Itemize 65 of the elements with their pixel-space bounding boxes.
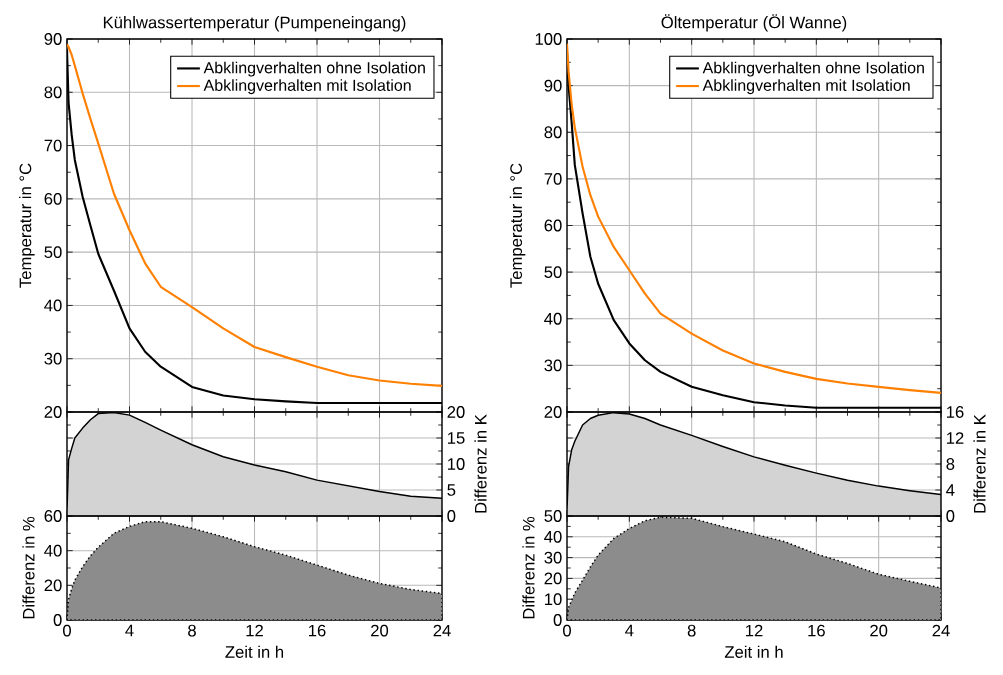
- x-tick-label: 24: [433, 624, 451, 637]
- chart-title: Öltemperatur (Öl Wanne): [661, 14, 847, 32]
- x-tick-label: 0: [63, 624, 71, 637]
- y-tick-label: 40: [44, 544, 62, 557]
- y-axis-title: Temperatur in °C: [19, 163, 35, 288]
- y-axis-title: Differenz in %: [522, 516, 535, 619]
- y-tick-label: 4: [946, 484, 955, 496]
- y-tick-label: 40: [544, 530, 562, 543]
- y-tick-label: 80: [44, 86, 62, 99]
- legend-label: Abklingverhalten mit Isolation: [203, 79, 411, 95]
- y-tick-label: 15: [447, 432, 465, 444]
- y-tick-label: 20: [544, 572, 562, 585]
- y-axis-title: Differenz in %: [22, 516, 35, 619]
- y-tick-label: 0: [553, 614, 562, 626]
- y-tick-label: 30: [544, 551, 562, 564]
- x-tick-label: 8: [188, 624, 196, 637]
- x-tick-label: 0: [563, 624, 571, 637]
- y-tick-label: 40: [44, 299, 62, 312]
- x-tick-label: 16: [309, 624, 326, 637]
- y-tick-label: 70: [544, 172, 562, 185]
- y-tick-label: 50: [544, 266, 562, 279]
- y-tick-label: 20: [44, 406, 62, 418]
- y-tick-label: 10: [447, 458, 465, 470]
- y-tick-label: 90: [44, 33, 62, 45]
- x-axis-title: Zeit in h: [225, 645, 284, 658]
- y-tick-label: 60: [44, 510, 62, 522]
- y-tick-label: 8: [946, 458, 955, 470]
- y-tick-label: 30: [44, 352, 62, 365]
- x-tick-label: 4: [625, 624, 634, 637]
- legend-label: Abklingverhalten ohne Isolation: [203, 61, 425, 77]
- y-tick-label: 12: [947, 432, 964, 444]
- y-tick-label: 10: [545, 593, 562, 606]
- y-axis-title: Temperatur in °C: [509, 163, 526, 288]
- y-tick-label: 0: [53, 614, 62, 626]
- y-axis-title: Differenz in K: [973, 414, 986, 513]
- legend-label: Abklingverhalten mit Isolation: [702, 79, 910, 95]
- y-tick-label: 100: [535, 33, 562, 45]
- y-tick-label: 20: [544, 406, 562, 418]
- x-tick-label: 12: [746, 624, 763, 637]
- y-tick-label: 80: [544, 126, 562, 139]
- x-tick-label: 12: [246, 624, 263, 637]
- x-axis-title: Zeit in h: [724, 645, 783, 658]
- chart-title: Kühlwassertemperatur (Pumpeneingang): [103, 16, 406, 32]
- y-tick-label: 20: [447, 406, 465, 418]
- y-tick-label: 0: [447, 510, 456, 522]
- y-tick-label: 30: [544, 359, 562, 372]
- y-tick-label: 50: [44, 246, 62, 259]
- y-axis-title: Differenz in K: [474, 414, 487, 513]
- y-tick-label: 40: [544, 312, 562, 325]
- y-tick-label: 90: [544, 79, 562, 92]
- y-tick-label: 5: [447, 484, 456, 496]
- x-tick-label: 20: [371, 624, 389, 637]
- x-tick-label: 4: [125, 624, 134, 637]
- y-tick-label: 60: [544, 219, 562, 232]
- y-tick-label: 20: [44, 579, 62, 592]
- y-tick-label: 16: [947, 406, 964, 418]
- y-tick-label: 70: [44, 139, 62, 152]
- legend-label: Abklingverhalten ohne Isolation: [702, 61, 924, 77]
- x-tick-label: 24: [932, 624, 950, 637]
- x-tick-label: 16: [808, 624, 825, 637]
- x-tick-label: 20: [870, 624, 888, 637]
- y-tick-label: 0: [946, 510, 955, 522]
- y-tick-label: 50: [544, 510, 562, 522]
- y-tick-label: 60: [44, 192, 62, 205]
- x-tick-label: 8: [687, 624, 696, 637]
